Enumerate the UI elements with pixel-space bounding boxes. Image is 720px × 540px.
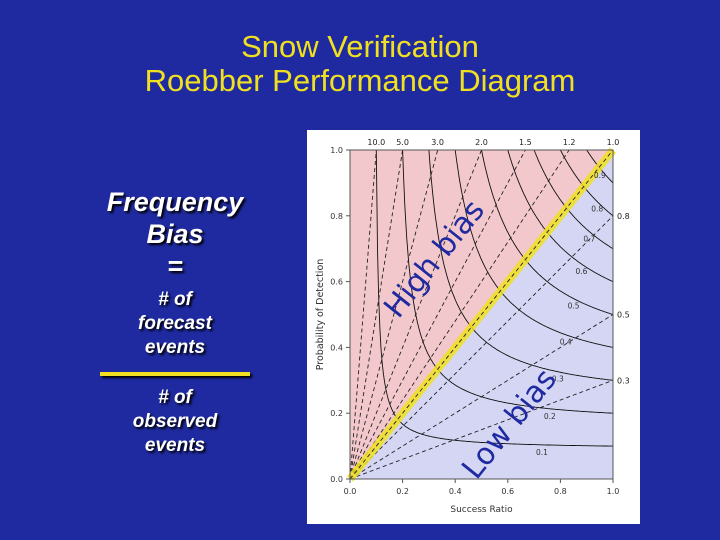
bias-line: [350, 379, 613, 479]
x-axis-label: Success Ratio: [450, 505, 513, 515]
bias-line: [350, 150, 526, 479]
plot-frame: [349, 149, 614, 480]
bias-label: 2.0: [475, 138, 488, 147]
x-tick-label: 1.0: [607, 487, 620, 496]
csi-label: 0.4: [560, 338, 572, 347]
x-tick-label: 0.6: [501, 487, 514, 496]
performance-diagram-panel: 0.1 0.2 0.3 0.4 0.5 0.6 0.7 0.8 0.9 10.0 5.0 3.0 2.0…: [307, 130, 640, 524]
csi-label: 0.7: [583, 235, 595, 244]
slide-title: Snow Verification Roebber Performance Di…: [0, 30, 720, 98]
csi-curve: [454, 150, 613, 348]
csi-label: 0.3: [552, 375, 564, 384]
performance-diagram: 0.1 0.2 0.3 0.4 0.5 0.6 0.7 0.8 0.9 10.0 5.0 3.0 2.0…: [315, 138, 630, 515]
csi-label: 0.8: [591, 205, 603, 214]
y-tick-label: 0.8: [330, 212, 343, 221]
y-tick-label: 1.0: [330, 146, 343, 155]
bias-label: 0.8: [617, 212, 630, 221]
bias-label: 1.5: [519, 138, 532, 147]
title-line-1: Snow Verification: [241, 29, 479, 64]
bias-label: 0.3: [617, 376, 630, 385]
bias-label: 1.0: [607, 138, 620, 147]
numerator-line-1: # of: [158, 289, 192, 310]
x-tick-label: 0.8: [554, 487, 567, 496]
csi-curve: [481, 150, 613, 315]
bias-line: [350, 150, 482, 479]
csi-label: 0.9: [594, 171, 606, 180]
term-line-1: Frequency: [106, 187, 244, 217]
csi-curve: [533, 150, 613, 250]
denominator-line-1: # of: [158, 387, 192, 408]
bias-line: [350, 150, 439, 479]
y-tick-label: 0.2: [330, 409, 343, 418]
x-tick-label: 0.2: [396, 487, 409, 496]
y-tick-label: 0.0: [330, 475, 343, 484]
bias-label: 10.0: [367, 138, 385, 147]
term-line-2: Bias: [146, 219, 204, 249]
fraction-bar: [100, 372, 250, 376]
csi-curve: [507, 150, 613, 283]
equals-sign: =: [167, 251, 183, 281]
csi-label: 0.6: [575, 267, 587, 276]
csi-curve: [375, 150, 613, 447]
numerator-line-3: events: [144, 337, 206, 358]
bias-line: [350, 314, 613, 479]
csi-curve: [560, 150, 613, 217]
frequency-bias-definition: Frequency Bias = # of forecast events # …: [80, 186, 270, 458]
x-tick-label: 0.0: [344, 487, 357, 496]
csi-label: 0.5: [568, 302, 580, 311]
numerator-line-2: forecast: [138, 313, 212, 334]
bias-line: [350, 150, 570, 479]
x-tick-label: 0.4: [449, 487, 462, 496]
bias-label: 0.5: [617, 311, 630, 320]
denominator-line-2: observed: [132, 411, 218, 432]
csi-curve: [428, 150, 613, 381]
title-line-2: Roebber Performance Diagram: [144, 63, 576, 98]
unbiased-dash: [349, 149, 614, 480]
y-tick-label: 0.6: [330, 278, 343, 287]
bias-label: 3.0: [431, 138, 444, 147]
csi-label: 0.1: [536, 448, 548, 457]
y-tick-label: 0.4: [330, 343, 343, 352]
denominator-line-3: events: [144, 435, 206, 456]
csi-label: 0.2: [544, 412, 556, 421]
bias-label: 1.2: [563, 138, 576, 147]
y-axis-label: Probability of Detection: [315, 259, 326, 371]
bias-line: [350, 150, 377, 479]
bias-label: 5.0: [396, 138, 409, 147]
bias-line: [350, 215, 613, 479]
